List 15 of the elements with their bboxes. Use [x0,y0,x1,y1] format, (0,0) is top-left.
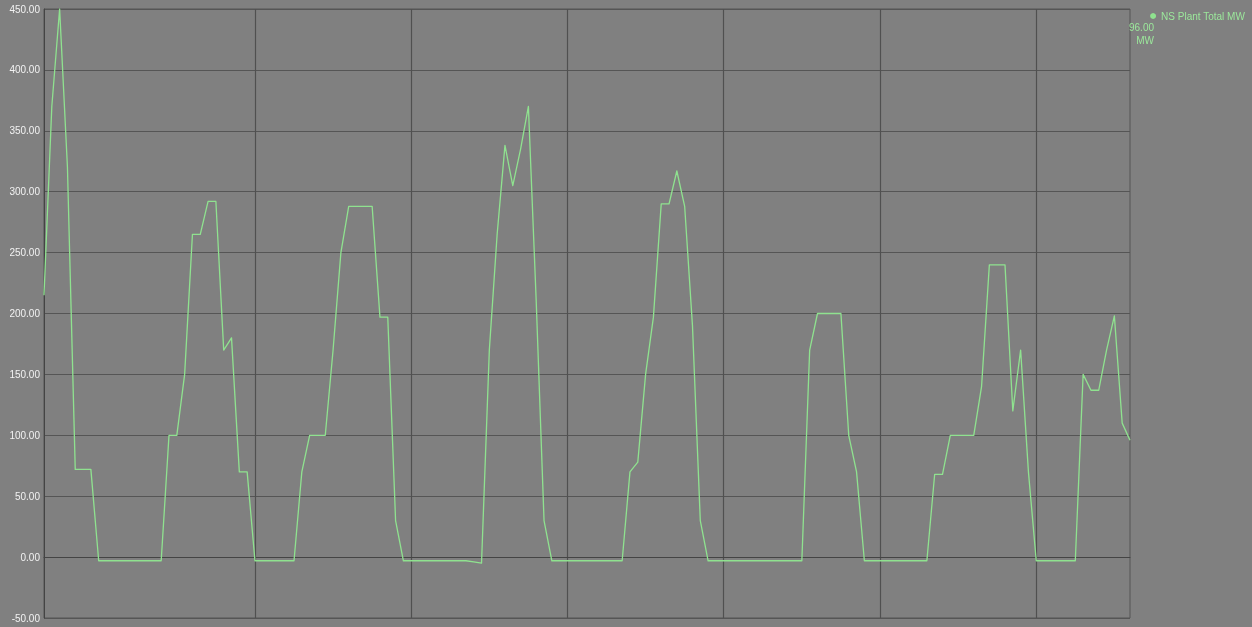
y-tick-label: 100.00 [9,429,41,441]
annotation: 96.00 [1128,21,1155,33]
text: MW [1136,34,1155,46]
y-tick-label: -50.00 [11,612,41,624]
y-tick-label: 150.00 [9,368,41,380]
y-tick-label: 200.00 [9,308,41,319]
y-tick-label: 400.00 [9,64,41,76]
y-tick-label: 250.00 [9,247,41,259]
y-tick-label: 0.00 [20,551,41,563]
y-tick-label: 50.00 [14,490,41,502]
y-tick-label: 350.00 [9,125,41,137]
line-series [43,8,1131,564]
y-tick-label: 300.00 [9,186,41,198]
y-tick-label: 450.00 [9,3,41,15]
legend-label: NS Plant Total MW [1161,10,1246,22]
